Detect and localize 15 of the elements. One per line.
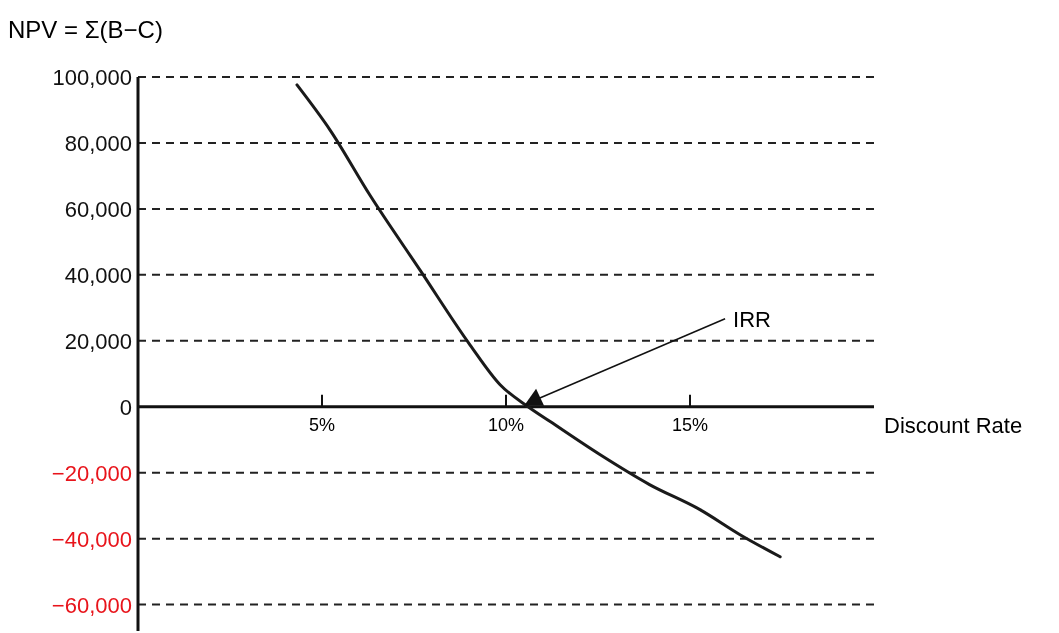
y-tick-label: 20,000 (64, 328, 132, 354)
chart-title: NPV = Σ(B−C) (8, 16, 163, 43)
y-tick-label: 60,000 (64, 196, 132, 222)
y-tick-label: 0 (119, 394, 132, 420)
y-tick-label: −40,000 (51, 526, 132, 552)
y-tick-label: 100,000 (52, 65, 132, 90)
y-tick-label: 40,000 (64, 262, 132, 288)
x-tick-label: 10% (487, 414, 525, 435)
y-tick-label: −60,000 (51, 592, 132, 618)
y-tick-label: 80,000 (64, 130, 132, 156)
x-axis-title: Discount Rate (884, 412, 1023, 438)
x-tick-label: 15% (671, 414, 709, 435)
annotation: IRR (733, 306, 771, 332)
y-tick-label: −20,000 (51, 460, 132, 486)
x-tick-label: 5% (308, 414, 336, 435)
